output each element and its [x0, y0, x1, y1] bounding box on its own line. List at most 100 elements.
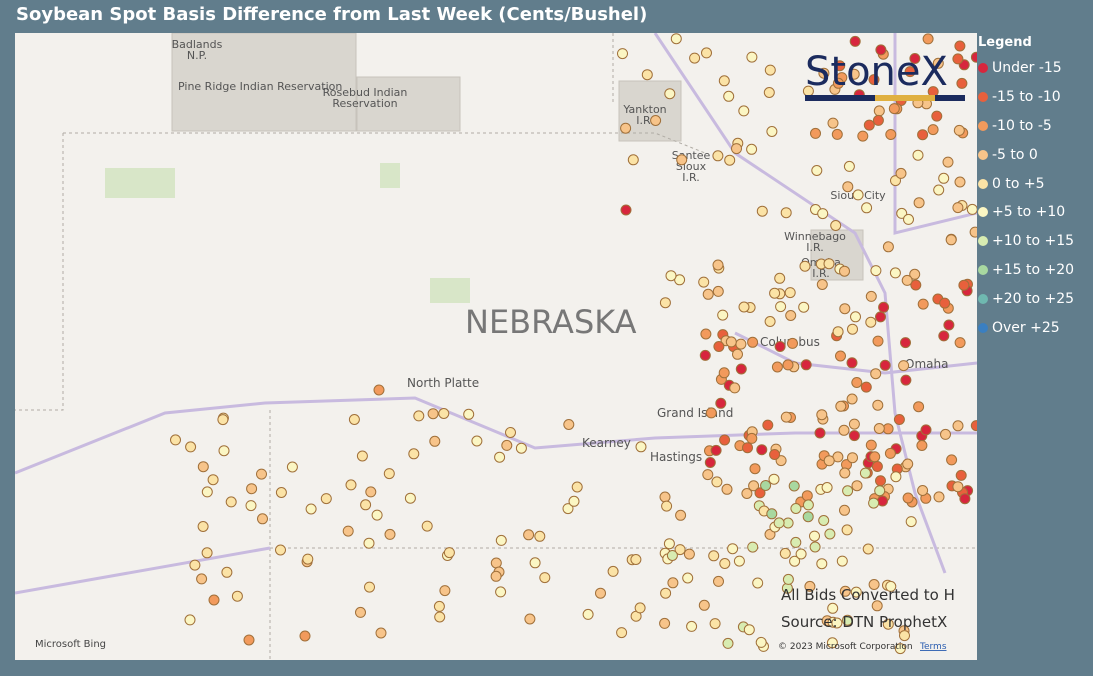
- bid-location: [773, 517, 785, 529]
- bid-location: [878, 301, 890, 313]
- bid-location: [843, 160, 855, 172]
- bid-location: [427, 408, 439, 420]
- bid-location: [894, 643, 906, 655]
- bid-location: [782, 517, 794, 529]
- bid-location: [920, 424, 932, 436]
- bid-location: [747, 336, 759, 348]
- bid-location: [823, 455, 835, 467]
- bid-location: [810, 127, 821, 139]
- bid-location: [954, 337, 966, 349]
- bid-location: [754, 487, 766, 499]
- bid-location: [884, 447, 896, 459]
- place-label: Kearney: [582, 436, 631, 450]
- bid-location: [375, 627, 387, 639]
- legend-label: 0 to +5: [992, 175, 1045, 192]
- place-label: Rosebud Indian Reservation: [323, 86, 408, 110]
- bid-location: [938, 172, 950, 184]
- legend-label: Over +25: [992, 319, 1060, 336]
- legend-label: -15 to -10: [992, 89, 1061, 106]
- bid-location: [782, 359, 794, 371]
- bid-location: [782, 573, 794, 585]
- bid-location: [899, 630, 910, 642]
- parks: [105, 163, 470, 303]
- bid-location: [818, 67, 830, 79]
- bid-location: [774, 272, 786, 284]
- bid-location: [702, 469, 714, 481]
- bid-location: [846, 393, 858, 405]
- bid-location: [851, 480, 863, 492]
- place-line: Winnebago: [784, 230, 846, 243]
- bid-location: [768, 473, 780, 485]
- bid-location: [835, 350, 846, 362]
- bid-location: [582, 608, 594, 620]
- place-label: Badlands N.P.: [172, 38, 223, 62]
- bid-location: [861, 202, 873, 214]
- bid-location: [952, 481, 964, 493]
- bid-location: [718, 367, 730, 379]
- bid-location: [534, 530, 546, 542]
- bid-location: [841, 524, 853, 536]
- bid-location: [905, 516, 917, 528]
- legend-item: 0 to +5: [978, 169, 1093, 198]
- bid-location: [852, 189, 864, 201]
- bid-location: [931, 110, 943, 122]
- bid-location: [722, 637, 734, 649]
- bid-location: [868, 74, 880, 86]
- bid-location: [760, 480, 772, 491]
- bid-location: [764, 64, 776, 76]
- bid-location: [201, 547, 213, 559]
- bid-location: [246, 483, 258, 495]
- bid-location: [756, 205, 768, 217]
- bid-location: [917, 485, 929, 496]
- bid-location: [201, 486, 213, 498]
- bid-location: [735, 338, 747, 350]
- logo-text: StoneX: [805, 49, 948, 95]
- legend-swatch: [978, 264, 988, 275]
- bid-location: [871, 461, 883, 472]
- bid-location: [231, 590, 243, 602]
- bid-location: [243, 634, 255, 646]
- bid-location: [746, 143, 758, 155]
- place-line: Hastings: [650, 450, 702, 464]
- bid-location: [932, 57, 944, 69]
- bid-location: [847, 452, 858, 464]
- bid-location: [847, 323, 858, 335]
- bid-location: [900, 374, 912, 386]
- legend-label: +5 to +10: [992, 204, 1066, 221]
- bid-location: [830, 220, 842, 231]
- bid-location: [663, 538, 675, 550]
- bid-location: [896, 207, 908, 219]
- bid-location: [952, 202, 964, 214]
- bid-location: [595, 587, 606, 599]
- bid-location: [724, 154, 736, 166]
- bid-location: [873, 105, 885, 117]
- bid-location: [495, 534, 507, 546]
- bid-location: [256, 468, 267, 480]
- bid-location: [356, 450, 368, 462]
- bid-location: [712, 259, 724, 271]
- bid-location: [719, 434, 731, 446]
- bid-location: [938, 330, 950, 342]
- bid-location: [966, 203, 977, 215]
- terms-link[interactable]: Terms: [919, 642, 947, 652]
- place-line: I.R.: [806, 241, 824, 254]
- bid-location: [738, 301, 750, 313]
- bid-location: [851, 377, 863, 388]
- bid-location: [529, 557, 541, 569]
- bid-location: [275, 544, 286, 556]
- legend-label: +15 to +20: [992, 261, 1075, 278]
- bid-location: [221, 566, 233, 578]
- bid-location: [868, 579, 880, 590]
- bid-location: [799, 260, 811, 272]
- bid-location: [895, 167, 907, 179]
- bid-location: [635, 441, 647, 453]
- bid-location: [940, 428, 951, 440]
- bid-location: [197, 521, 209, 532]
- bid-location: [817, 208, 829, 220]
- bid-location: [933, 491, 945, 503]
- bid-location: [900, 337, 911, 349]
- bid-location: [715, 397, 727, 409]
- bid-location: [208, 594, 220, 606]
- bid-location: [769, 287, 781, 299]
- bid-location: [731, 143, 742, 155]
